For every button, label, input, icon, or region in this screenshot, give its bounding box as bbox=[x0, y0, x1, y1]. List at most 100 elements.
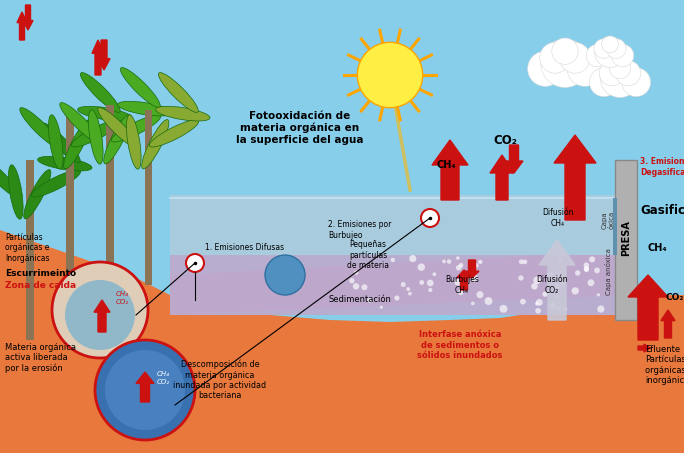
Ellipse shape bbox=[81, 72, 120, 112]
Text: Difusión
CO₂: Difusión CO₂ bbox=[536, 275, 568, 295]
Ellipse shape bbox=[31, 170, 81, 197]
Circle shape bbox=[523, 260, 527, 264]
Circle shape bbox=[95, 340, 195, 440]
Ellipse shape bbox=[49, 115, 63, 169]
Circle shape bbox=[557, 307, 560, 310]
Circle shape bbox=[567, 51, 603, 87]
Circle shape bbox=[186, 254, 204, 272]
Text: 1. Emisiones Difusas: 1. Emisiones Difusas bbox=[205, 244, 284, 252]
Text: Interfase anóxica
de sedimentos o
sólidos inundados: Interfase anóxica de sedimentos o sólido… bbox=[417, 330, 503, 360]
Circle shape bbox=[519, 260, 524, 264]
Circle shape bbox=[597, 305, 605, 313]
Circle shape bbox=[583, 262, 589, 268]
Text: Zona de caída: Zona de caída bbox=[5, 280, 76, 289]
Text: Burbujes
CH₄: Burbujes CH₄ bbox=[445, 275, 479, 295]
Circle shape bbox=[594, 37, 625, 67]
Bar bbox=[66, 110, 74, 320]
FancyArrow shape bbox=[465, 260, 479, 278]
Circle shape bbox=[353, 283, 359, 289]
FancyArrow shape bbox=[554, 135, 596, 220]
Polygon shape bbox=[170, 250, 635, 315]
Circle shape bbox=[432, 272, 436, 276]
Circle shape bbox=[406, 287, 410, 291]
Circle shape bbox=[484, 297, 492, 305]
FancyArrow shape bbox=[98, 40, 110, 70]
Circle shape bbox=[596, 293, 600, 297]
Ellipse shape bbox=[127, 115, 141, 169]
Circle shape bbox=[354, 270, 358, 275]
Ellipse shape bbox=[111, 115, 161, 142]
Circle shape bbox=[536, 308, 541, 313]
Circle shape bbox=[474, 263, 479, 268]
FancyArrow shape bbox=[17, 12, 27, 40]
Circle shape bbox=[391, 258, 395, 262]
Circle shape bbox=[534, 276, 541, 284]
Ellipse shape bbox=[38, 156, 92, 171]
Circle shape bbox=[52, 262, 148, 358]
FancyArrow shape bbox=[94, 300, 110, 332]
Circle shape bbox=[586, 44, 609, 67]
FancyArrow shape bbox=[628, 275, 668, 340]
FancyArrow shape bbox=[661, 310, 675, 338]
Circle shape bbox=[454, 279, 461, 286]
Circle shape bbox=[520, 299, 526, 304]
Ellipse shape bbox=[88, 110, 103, 164]
Text: CH₄: CH₄ bbox=[436, 160, 456, 170]
Circle shape bbox=[531, 283, 538, 289]
Text: PRESA: PRESA bbox=[621, 220, 631, 256]
Ellipse shape bbox=[120, 67, 160, 107]
Circle shape bbox=[589, 256, 595, 262]
Circle shape bbox=[590, 68, 618, 96]
FancyArrow shape bbox=[505, 145, 523, 173]
Ellipse shape bbox=[118, 101, 172, 116]
Ellipse shape bbox=[156, 106, 210, 121]
Circle shape bbox=[616, 61, 641, 86]
FancyArrow shape bbox=[92, 40, 104, 75]
Circle shape bbox=[540, 43, 570, 73]
Circle shape bbox=[552, 38, 578, 64]
Ellipse shape bbox=[40, 123, 80, 163]
Circle shape bbox=[459, 263, 463, 268]
Circle shape bbox=[549, 303, 555, 309]
Circle shape bbox=[542, 291, 548, 297]
FancyArrow shape bbox=[490, 155, 514, 200]
Circle shape bbox=[65, 280, 135, 350]
Circle shape bbox=[105, 350, 185, 430]
Text: Partículas
orgánicas e
Inorgánicas: Partículas orgánicas e Inorgánicas bbox=[5, 233, 49, 263]
Circle shape bbox=[401, 282, 406, 287]
Circle shape bbox=[559, 259, 562, 262]
Circle shape bbox=[527, 51, 563, 87]
Circle shape bbox=[358, 43, 422, 107]
Text: Efluente
Partículas
orgánicas e
inorgánicas: Efluente Partículas orgánicas e inorgáni… bbox=[645, 345, 684, 385]
Circle shape bbox=[409, 255, 417, 262]
Text: 2. Emisiones por
Burbujeo: 2. Emisiones por Burbujeo bbox=[328, 220, 391, 240]
Text: Capa
óxica: Capa óxica bbox=[601, 211, 614, 229]
Polygon shape bbox=[635, 295, 684, 453]
Circle shape bbox=[555, 284, 560, 289]
Circle shape bbox=[456, 265, 462, 270]
Circle shape bbox=[427, 280, 434, 286]
Circle shape bbox=[350, 278, 354, 284]
Polygon shape bbox=[170, 195, 635, 315]
Ellipse shape bbox=[64, 120, 91, 169]
Circle shape bbox=[547, 272, 553, 278]
Circle shape bbox=[419, 280, 424, 285]
Circle shape bbox=[447, 259, 451, 264]
Circle shape bbox=[560, 43, 590, 73]
Ellipse shape bbox=[104, 115, 131, 164]
Ellipse shape bbox=[60, 102, 100, 142]
Text: Capa anóxica: Capa anóxica bbox=[605, 249, 611, 295]
Ellipse shape bbox=[159, 72, 198, 112]
Text: 3. Emisiones por
Degasificación: 3. Emisiones por Degasificación bbox=[640, 157, 684, 177]
Circle shape bbox=[575, 270, 580, 275]
Circle shape bbox=[380, 306, 383, 309]
Circle shape bbox=[478, 260, 482, 264]
Circle shape bbox=[588, 280, 594, 286]
Circle shape bbox=[555, 295, 559, 299]
Polygon shape bbox=[170, 195, 635, 255]
FancyArrow shape bbox=[638, 344, 650, 352]
Text: Descomposición de
materia orgánica
inundada por actividad
bacteriana: Descomposición de materia orgánica inund… bbox=[174, 360, 267, 400]
FancyArrow shape bbox=[539, 240, 575, 320]
Bar bbox=[615, 160, 637, 320]
Circle shape bbox=[564, 307, 567, 311]
